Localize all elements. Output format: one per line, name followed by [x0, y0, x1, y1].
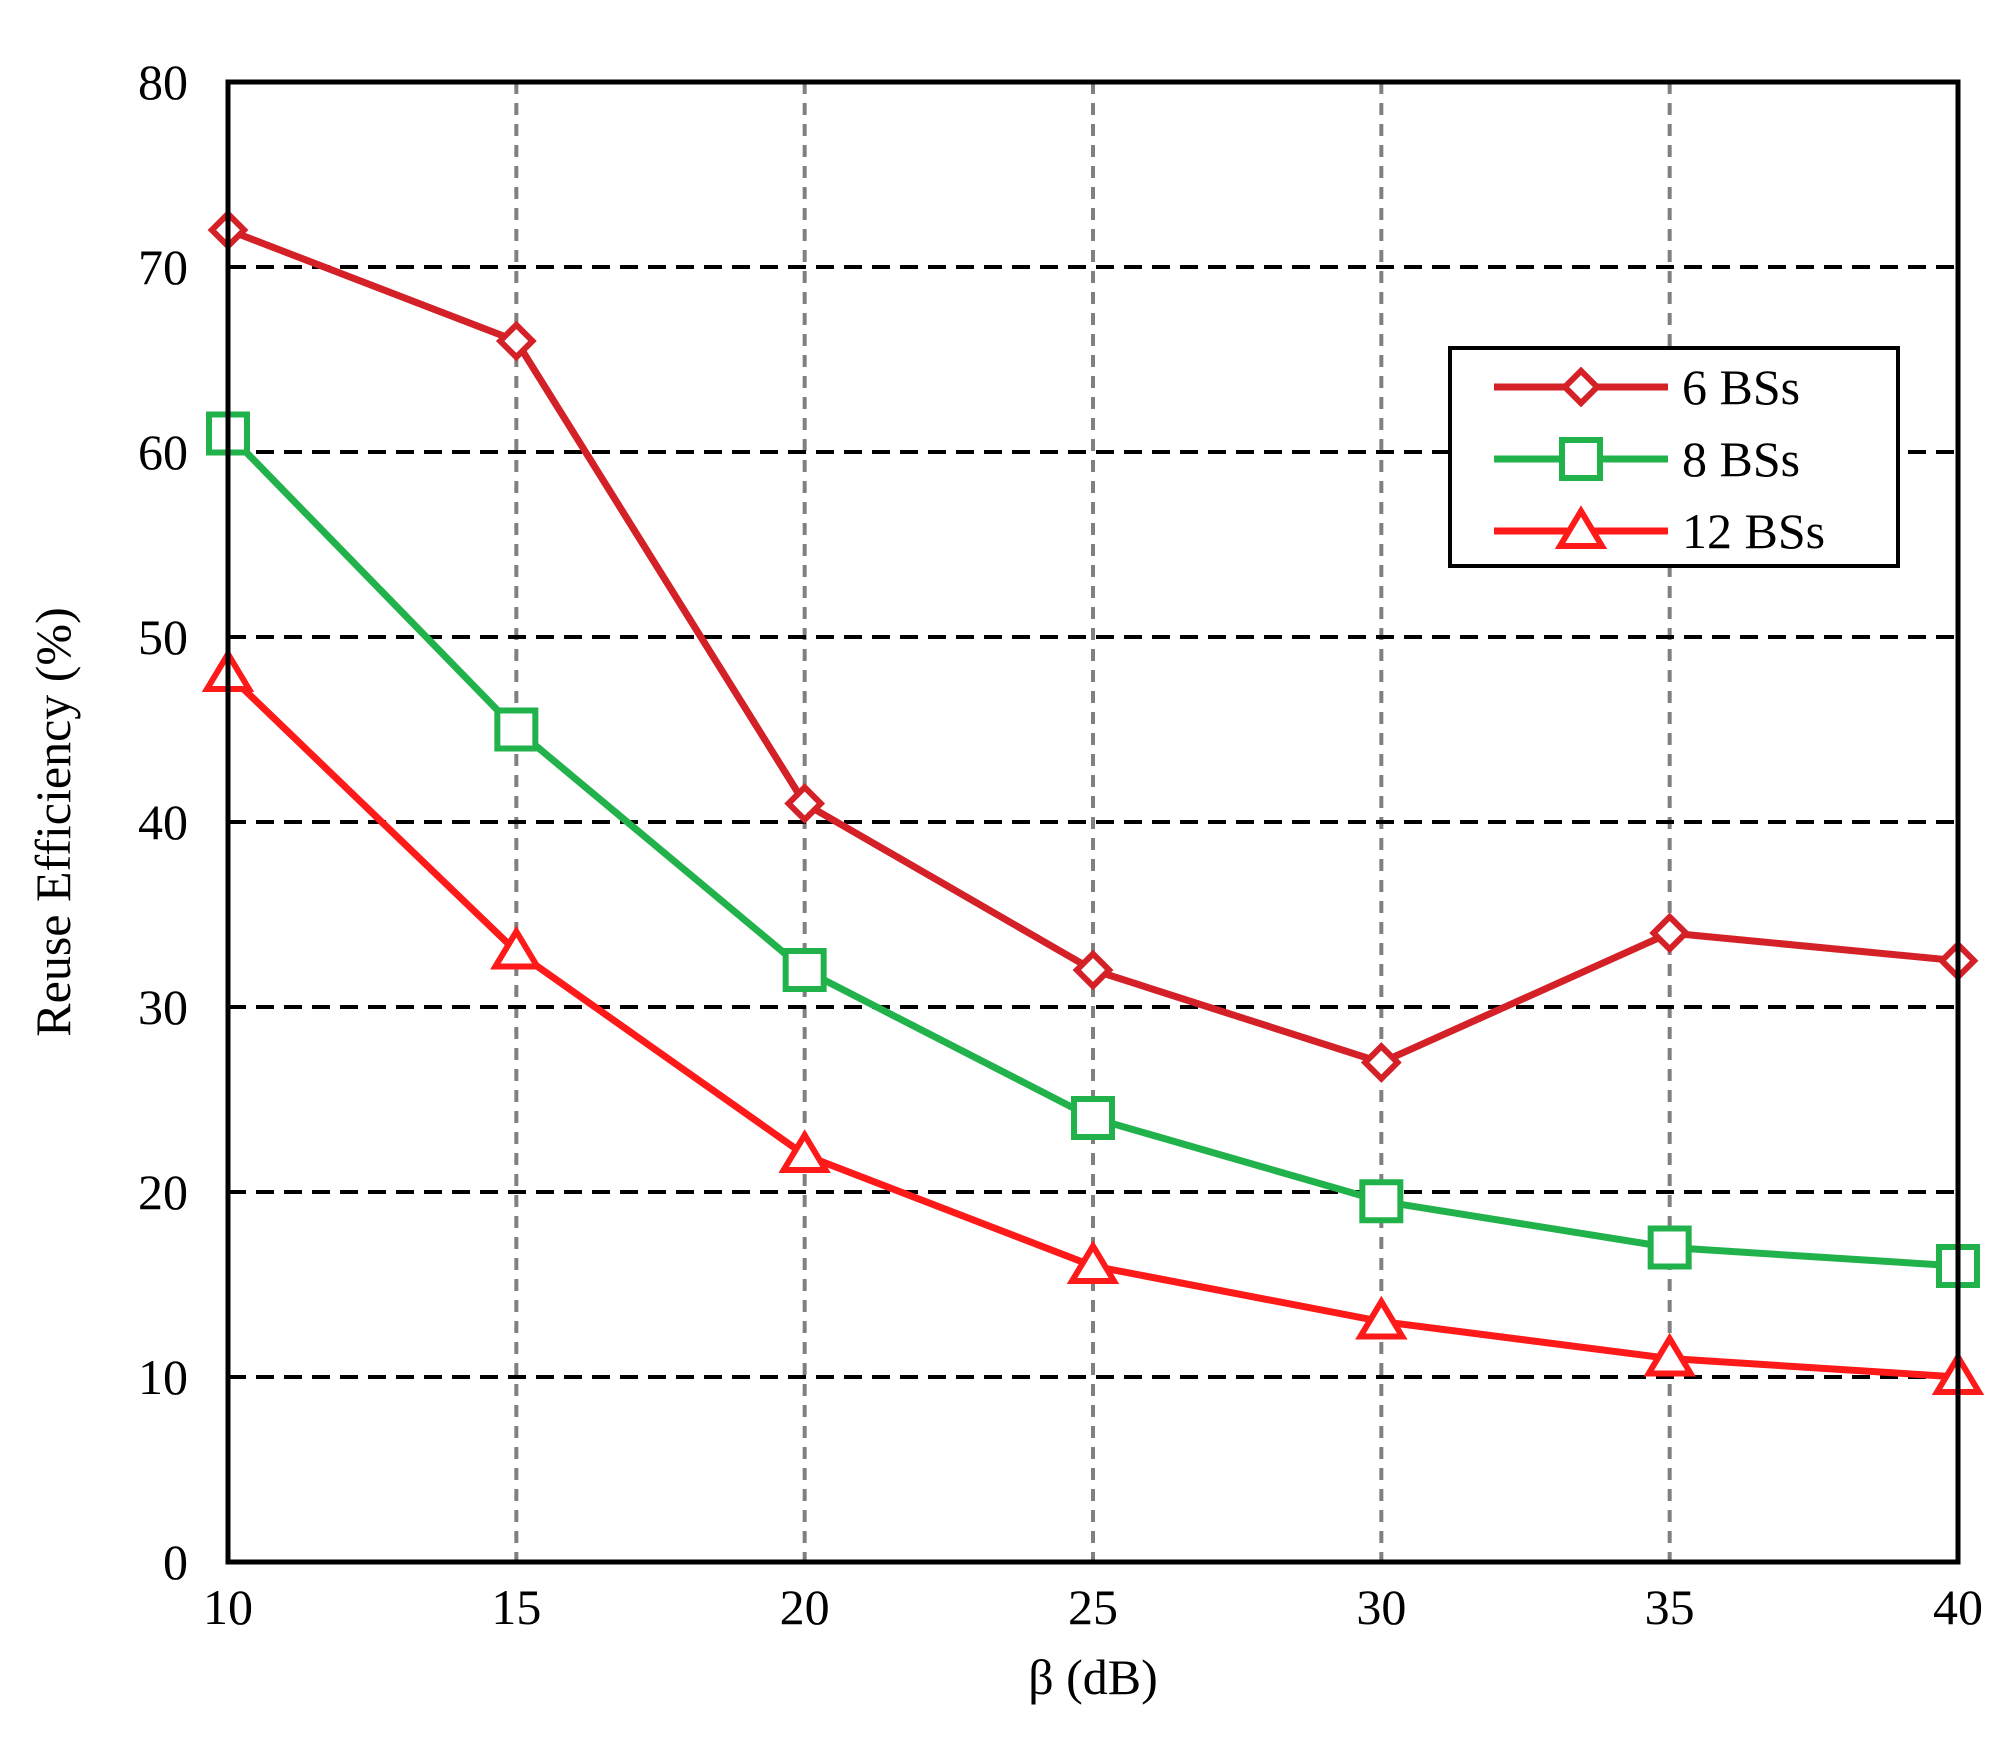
x-tick-label: 10: [203, 1579, 253, 1635]
square-marker: [494, 707, 539, 752]
legend-label: 8 BSs: [1682, 431, 1800, 487]
tick-labels: 10 15 20 25 30 35 40 0 10 20 30 40 50 60 70 80: [138, 54, 1983, 1635]
y-tick-label: 50: [138, 609, 188, 665]
x-tick-label: 20: [780, 1579, 830, 1635]
x-tick-label: 35: [1645, 1579, 1695, 1635]
triangle-marker: [1355, 1295, 1408, 1340]
x-tick-label: 15: [491, 1579, 541, 1635]
series-group: [201, 209, 1985, 1395]
square-marker: [1071, 1096, 1115, 1140]
square-marker: [1359, 1179, 1404, 1224]
legend-label: 12 BSs: [1682, 503, 1825, 559]
x-tick-label: 40: [1933, 1579, 1983, 1635]
diamond-marker: [495, 320, 537, 362]
square-marker: [782, 948, 827, 992]
y-tick-label: 30: [138, 979, 188, 1035]
x-axis-label: β (dB): [1028, 1649, 1158, 1705]
square-marker: [1559, 437, 1603, 481]
triangle-marker: [490, 925, 543, 970]
triangle-marker: [1066, 1240, 1120, 1284]
y-tick-label: 20: [138, 1164, 188, 1220]
triangle-marker: [778, 1129, 831, 1173]
diamond-marker: [1649, 912, 1691, 954]
legend: 6 BSs 8 BSs 12 BSs: [1448, 346, 1900, 568]
legend-item: 6 BSs: [1494, 359, 1800, 415]
plot-frame: [225, 79, 1961, 1565]
series-2: [206, 411, 1980, 1288]
plot-area-border: [225, 79, 1961, 1565]
diamond-marker: [1072, 949, 1114, 991]
y-tick-label: 80: [138, 54, 188, 110]
x-tick-label: 25: [1068, 1579, 1118, 1635]
y-tick-label: 40: [138, 794, 188, 850]
legend-item: 12 BSs: [1494, 503, 1825, 559]
y-tick-label: 10: [138, 1349, 188, 1405]
square-marker: [1647, 1225, 1692, 1270]
diamond-marker: [1560, 366, 1602, 408]
y-axis-label: Reuse Efficiency (%): [25, 607, 81, 1036]
y-tick-label: 70: [138, 239, 188, 295]
triangle-marker: [1643, 1332, 1696, 1377]
grid-lines: [228, 82, 1958, 1562]
x-tick-label: 30: [1356, 1579, 1406, 1635]
diamond-marker: [784, 783, 826, 824]
diamond-marker: [1360, 1042, 1402, 1083]
series-3: [201, 648, 1985, 1395]
triangle-marker: [1554, 505, 1608, 549]
legend-item: 8 BSs: [1494, 431, 1800, 487]
y-tick-label: 0: [163, 1534, 188, 1590]
series-1: [207, 209, 1979, 1083]
y-tick-label: 60: [138, 424, 188, 480]
legend-label: 6 BSs: [1682, 359, 1800, 415]
